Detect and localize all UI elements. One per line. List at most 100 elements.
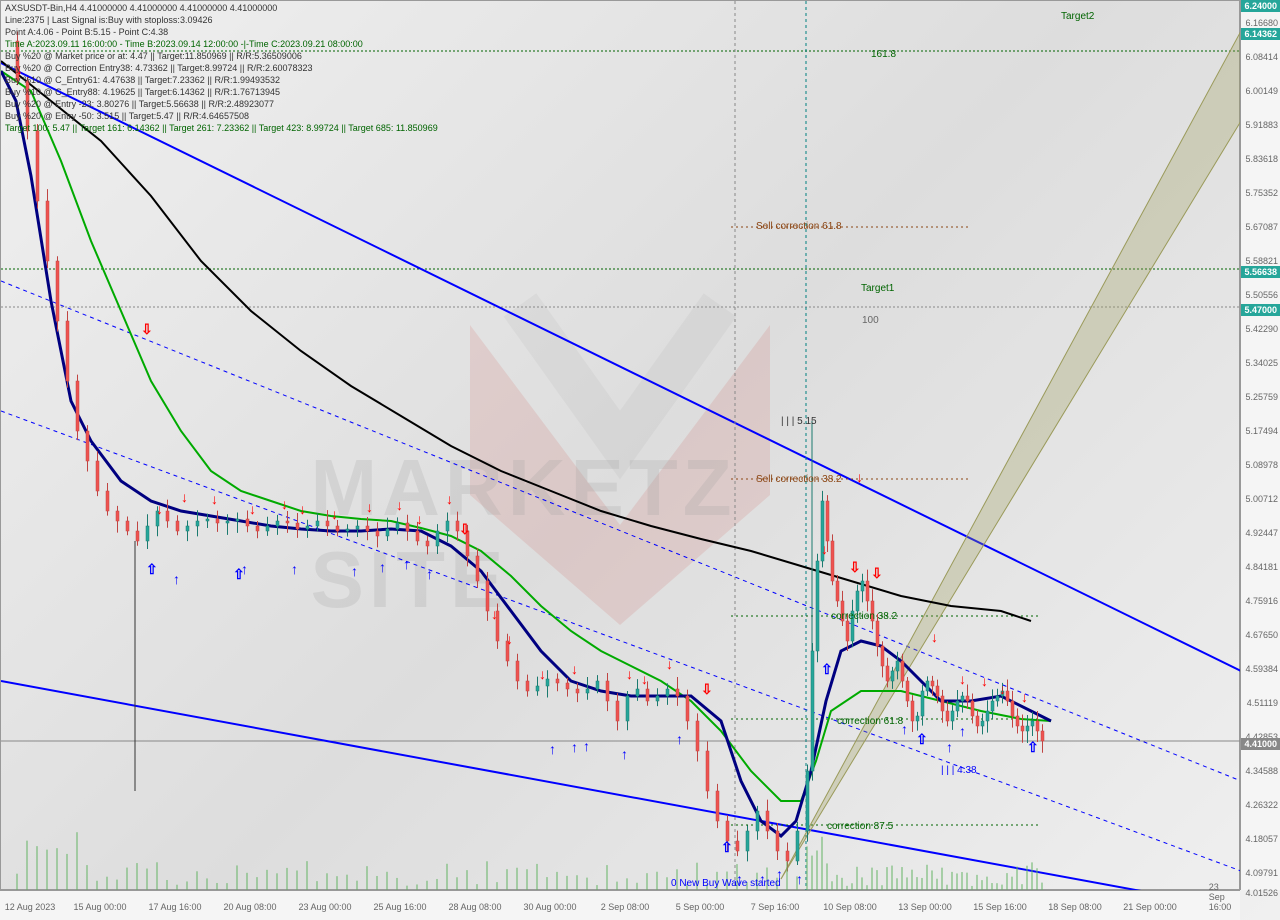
buy-arrow-icon: ↑ — [901, 721, 908, 737]
buy-arrow-icon: ↑ — [379, 559, 386, 575]
buy-arrow-icon: ⇧ — [146, 561, 158, 578]
time-tick: 30 Aug 00:00 — [523, 902, 576, 912]
price-tick: 4.01526 — [1245, 888, 1278, 898]
price-tick: 4.67650 — [1245, 630, 1278, 640]
buy-arrow-icon: ↑ — [796, 871, 803, 887]
chart-annotation: correction 87.5 — [827, 821, 893, 832]
chart-annotation: | | | 4.38 — [941, 765, 977, 776]
price-tick: 5.75352 — [1245, 188, 1278, 198]
sell-arrow-icon: ⇩ — [871, 565, 883, 582]
buy-arrow-icon: ↑ — [959, 723, 966, 739]
time-tick: 17 Aug 16:00 — [148, 902, 201, 912]
sell-arrow-icon: ↓ — [331, 506, 338, 522]
price-tick: 4.18057 — [1245, 834, 1278, 844]
symbol-ohlc: AXSUSDT-Bin,H4 4.41000000 4.41000000 4.4… — [5, 3, 277, 13]
buy-arrow-icon: ⇧ — [1027, 739, 1039, 756]
signal-2: Buy %10 @ C_Entry61: 4.47638 || Target:7… — [5, 75, 280, 85]
buy-arrow-icon: ↑ — [351, 563, 358, 579]
buy-arrow-icon: ↑ — [621, 746, 628, 762]
time-tick: 20 Aug 08:00 — [223, 902, 276, 912]
price-tick: 4.92447 — [1245, 528, 1278, 538]
sell-arrow-icon: ↓ — [506, 631, 513, 647]
buy-arrow-icon: ⇧ — [821, 661, 833, 678]
sell-arrow-icon: ↓ — [931, 629, 938, 645]
price-tick: 4.34588 — [1245, 766, 1278, 776]
price-tick: 6.00149 — [1245, 86, 1278, 96]
price-label-box: 5.56638 — [1241, 266, 1280, 278]
chart-annotation: 161.8 — [871, 49, 896, 60]
sell-arrow-icon: ⇩ — [701, 681, 713, 698]
sell-arrow-icon: ↓ — [299, 501, 306, 517]
sell-arrow-icon: ↓ — [396, 497, 403, 513]
buy-arrow-icon: ↑ — [426, 566, 433, 582]
sell-arrow-icon: ↓ — [156, 501, 163, 517]
sell-arrow-icon: ↓ — [366, 499, 373, 515]
sell-arrow-icon: ↓ — [211, 491, 218, 507]
time-tick: 15 Sep 16:00 — [973, 902, 1027, 912]
sell-arrow-icon: ↓ — [281, 496, 288, 512]
time-tick: 21 Sep 00:00 — [1123, 902, 1177, 912]
price-tick: 4.09791 — [1245, 868, 1278, 878]
price-tick: 4.59384 — [1245, 664, 1278, 674]
price-tick: 5.50556 — [1245, 290, 1278, 300]
sell-arrow-icon: ↓ — [821, 541, 828, 557]
price-tick: 5.91883 — [1245, 120, 1278, 130]
time-tick: 2 Sep 08:00 — [601, 902, 650, 912]
buy-arrow-icon: ⇧ — [721, 839, 733, 856]
sell-arrow-icon: ↓ — [249, 501, 256, 517]
sell-arrow-icon: ↓ — [666, 656, 673, 672]
time-tick: 15 Aug 00:00 — [73, 902, 126, 912]
time-tick: 10 Sep 08:00 — [823, 902, 877, 912]
watermark-logo — [320, 245, 920, 645]
sell-arrow-icon: ↓ — [416, 511, 423, 527]
buy-arrow-icon: ↑ — [776, 866, 783, 882]
buy-arrow-icon: ↑ — [946, 739, 953, 755]
buy-arrow-icon: ↑ — [676, 731, 683, 747]
buy-arrow-icon: ↑ — [291, 561, 298, 577]
price-label-box: 5.47000 — [1241, 304, 1280, 316]
chart-annotation: correction 38.2 — [831, 611, 897, 622]
sell-arrow-icon: ↓ — [856, 469, 863, 485]
points-info: Point A:4.06 - Point B:5.15 - Point C:4.… — [5, 27, 168, 37]
sell-arrow-icon: ↓ — [16, 61, 23, 77]
sell-arrow-icon: ⇩ — [141, 321, 153, 338]
price-tick: 4.26322 — [1245, 800, 1278, 810]
times-info: Time A:2023.09.11 16:00:00 - Time B:2023… — [5, 39, 363, 49]
sell-arrow-icon: ↓ — [641, 671, 648, 687]
sell-arrow-icon: ↓ — [571, 661, 578, 677]
sell-arrow-icon: ↓ — [446, 491, 453, 507]
price-tick: 5.17494 — [1245, 426, 1278, 436]
buy-arrow-icon: ↑ — [583, 738, 590, 754]
chart-area[interactable]: MARKETZ SITE — [0, 0, 1240, 890]
sell-arrow-icon: ⇩ — [849, 559, 861, 576]
price-tick: 6.08414 — [1245, 52, 1278, 62]
price-label-box: 6.14362 — [1241, 28, 1280, 40]
chart-annotation: Sell correction 38.2 — [756, 474, 842, 485]
price-tick: 5.58821 — [1245, 256, 1278, 266]
price-tick: 5.25759 — [1245, 392, 1278, 402]
sell-arrow-icon: ⇩ — [459, 521, 471, 538]
time-tick: 23 Sep 16:00 — [1209, 882, 1232, 912]
sell-arrow-icon: ↓ — [539, 666, 546, 682]
signal-0: Buy %20 @ Market price or at: 4.47 || Ta… — [5, 51, 302, 61]
buy-arrow-icon: ↑ — [173, 571, 180, 587]
buy-arrow-icon: ⇧ — [916, 731, 928, 748]
chart-annotation: 100 — [862, 315, 879, 326]
chart-annotation: Sell correction 61.8 — [756, 221, 842, 232]
signal-3: Buy %10 @ C_Entry88: 4.19625 || Target:6… — [5, 87, 280, 97]
targets-line: Target 100: 5.47 || Target 161: 6.14362 … — [5, 123, 438, 133]
time-tick: 28 Aug 08:00 — [448, 902, 501, 912]
buy-arrow-icon: ↑ — [549, 741, 556, 757]
chart-annotation: | | | 5.15 — [781, 416, 817, 427]
price-tick: 4.75916 — [1245, 596, 1278, 606]
sell-arrow-icon: ↓ — [626, 666, 633, 682]
chart-annotation: Target2 — [1061, 11, 1094, 22]
time-tick: 7 Sep 16:00 — [751, 902, 800, 912]
sell-arrow-icon: ↓ — [181, 489, 188, 505]
price-axis: 6.166806.084146.001495.918835.836185.753… — [1240, 0, 1280, 890]
signal-4: Buy %20 @ Entry -23: 3.80276 || Target:5… — [5, 99, 274, 109]
sell-arrow-icon: ↓ — [1021, 689, 1028, 705]
time-tick: 25 Aug 16:00 — [373, 902, 426, 912]
sell-arrow-icon: ↓ — [999, 681, 1006, 697]
sell-arrow-icon: ↓ — [491, 606, 498, 622]
